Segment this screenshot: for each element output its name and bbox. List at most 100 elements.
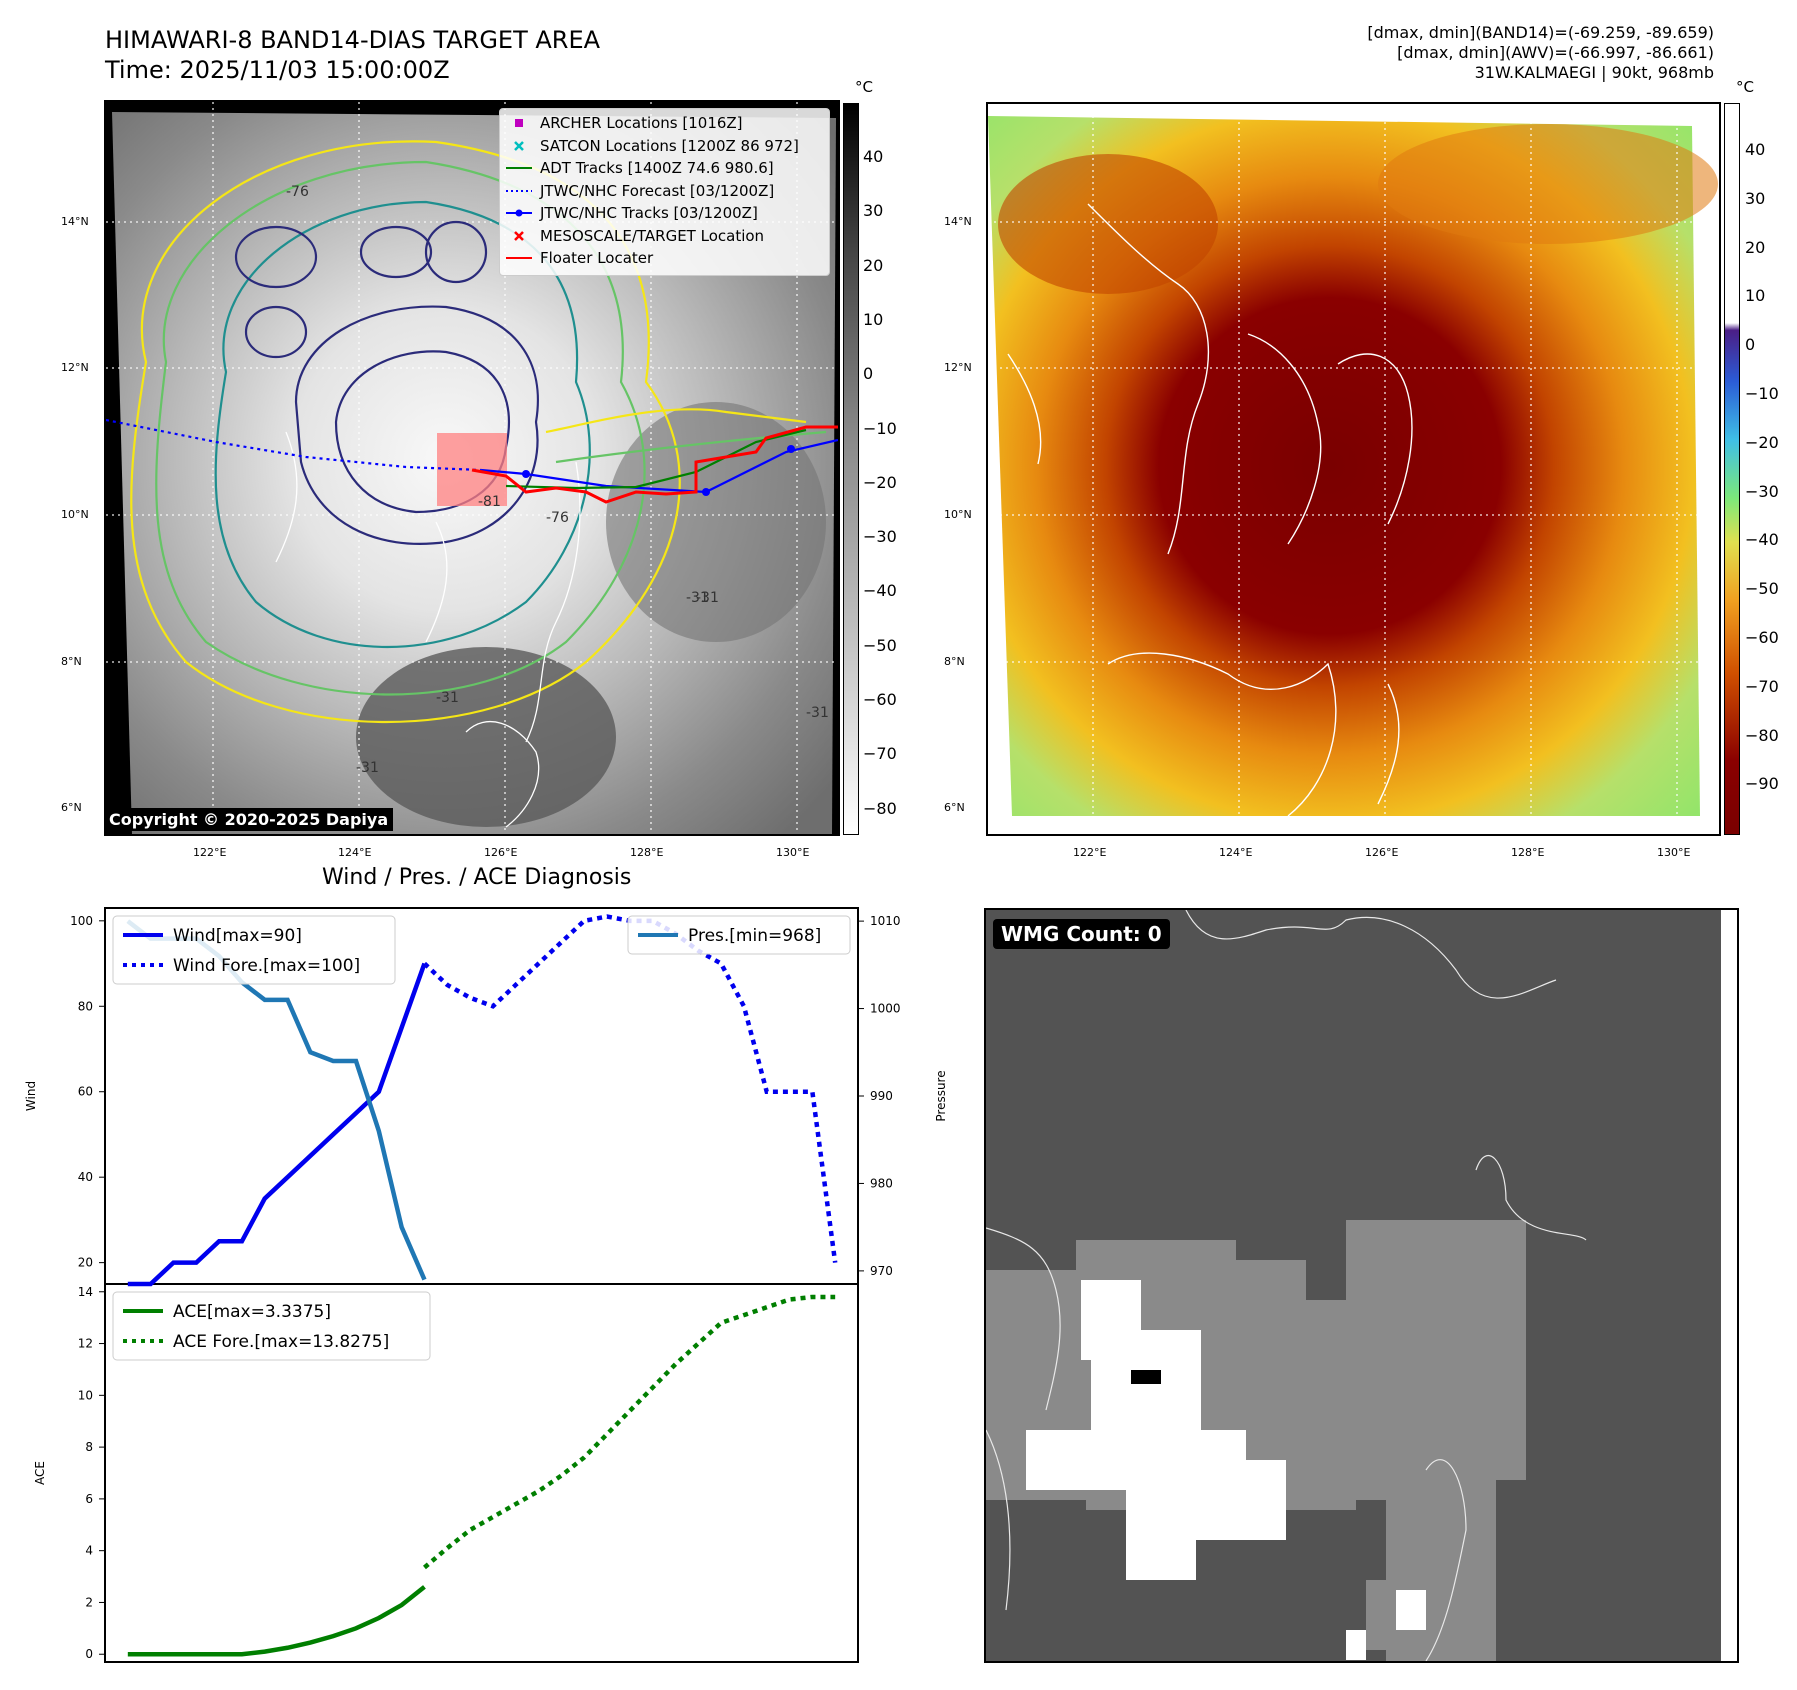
ace-legend-label: ACE Fore.[max=13.8275] [173,1332,389,1352]
lon-tick-right: 128°E [1511,846,1545,859]
awv-map-panel[interactable] [986,102,1721,836]
target-area-box [437,433,507,506]
lat-tick-left: 8°N [61,655,82,668]
awv-map-image [988,104,1719,834]
lat-tick-left: 14°N [61,215,89,228]
awv-colorbar-tick: 10 [1745,286,1766,306]
contour-label-31c: -31 [436,690,459,706]
contour-label-31b: -31 [696,590,719,606]
ir-colorbar-tick: −10 [863,418,897,438]
awv-colorbar-tick: 40 [1745,140,1766,159]
wind-legend-label: Wind[max=90] [173,926,302,946]
lon-tick-left: 126°E [484,846,518,859]
legend-item-jtwc-forecast: JTWC/NHC Forecast [03/1200Z] [506,181,775,200]
ace-legend-label: ACE[max=3.3375] [173,1302,331,1322]
ace-ytick-label: 14 [78,1285,93,1299]
ir-colorbar [843,103,859,835]
ace-forecast-series-line [422,1294,836,1570]
pressure-axis-label: Pressure [934,1070,948,1121]
pressure-ytick-label: 1000 [870,1002,901,1016]
lon-tick-right: 122°E [1073,846,1107,859]
contour-label-76b: -76 [286,184,309,200]
wind-legend-label: Wind Fore.[max=100] [173,956,360,976]
ir-colorbar-tick: −80 [863,798,897,818]
awv-colorbar-tick: 30 [1745,188,1766,208]
pressure-legend [627,915,851,955]
ace-ytick-label: 0 [85,1647,93,1661]
ir-colorbar-tick: −20 [863,472,897,492]
ir-colorbar-tick: 0 [863,364,874,384]
ace-ytick-label: 10 [78,1388,93,1402]
pressure-ytick-label: 980 [870,1176,893,1190]
ace-series-line [127,1585,426,1657]
awv-colorbar [1724,103,1740,835]
wind-series-line [127,962,427,1287]
awv-colorbar-tick: −90 [1745,774,1779,794]
lat-tick-right: 6°N [944,801,965,814]
storm-info-text: 31W.KALMAEGI | 90kt, 968mb [1474,63,1714,82]
lon-tick-left: 130°E [776,846,810,859]
awv-colorbar-tick: −40 [1745,530,1779,550]
contour-label-31e: -31 [806,705,829,721]
lat-tick-right: 14°N [944,215,972,228]
wind-ytick-label: 20 [78,1256,93,1270]
wind-ytick-label: 100 [70,914,93,928]
lat-tick-left: 6°N [61,801,82,814]
lat-tick-left: 10°N [61,508,89,521]
lon-tick-right: 124°E [1219,846,1253,859]
legend-item-adt: ADT Tracks [1400Z 74.6 980.6] [506,159,774,178]
legend-item-mesoscale: MESOSCALE/TARGET Location [506,225,823,248]
diagnosis-chart: 20 40 60 80 100 970 980 990 1000 1010 0 2 4 6 8 10 12 14 W… [24,907,948,1663]
awv-colorbar-tick: −60 [1745,628,1779,647]
ir-colorbar-unit: °C [855,78,873,96]
chart-title: HIMAWARI-8 BAND14-DIAS TARGET AREA [105,26,601,54]
pressure-ytick-label: 1010 [870,914,901,928]
ace-ytick-label: 2 [85,1595,93,1609]
lon-tick-left: 128°E [630,846,664,859]
ace-ytick-label: 8 [85,1440,93,1454]
lat-tick-right: 12°N [944,361,972,374]
lon-tick-right: 130°E [1657,846,1691,859]
contour-label-76: -76 [546,510,569,526]
ace-ytick-label: 6 [85,1492,93,1506]
pressure-ytick-label: 970 [870,1264,893,1278]
lat-tick-right: 8°N [944,655,965,668]
ir-colorbar-tick: 30 [863,201,884,221]
wind-ytick-label: 60 [78,1085,93,1099]
lon-tick-left: 124°E [338,846,372,859]
ir-legend: ARCHER Locations [1016Z] SATCON Location… [499,108,830,276]
band14-range-text: [dmax, dmin](BAND14)=(-69.259, -89.659) [1367,23,1714,42]
wind-ytick-label: 40 [78,1170,93,1184]
lon-tick-left: 122°E [193,846,227,859]
wmg-image [986,910,1737,1661]
wind-forecast-series-line [422,914,838,1263]
lon-tick-right: 126°E [1365,846,1399,859]
ace-ytick-label: 12 [78,1337,93,1351]
wind-axis-label: Wind [24,1081,38,1111]
awv-colorbar-tick: −50 [1745,579,1779,599]
contour-label-31: -31 [686,590,709,606]
ir-colorbar-tick: −70 [863,744,897,764]
ir-colorbar-tick: −60 [863,690,897,709]
ir-colorbar-tick: 20 [863,255,884,275]
pressure-legend-label: Pres.[min=968] [688,926,821,946]
awv-colorbar-tick: 20 [1745,237,1766,257]
wind-ytick-label: 80 [78,999,93,1013]
awv-colorbar-tick: −70 [1745,676,1779,696]
ir-colorbar-tick: −50 [863,635,897,655]
awv-colorbar-tick: 0 [1745,335,1756,355]
awv-colorbar-unit: °C [1736,78,1754,96]
awv-colorbar-tick: −10 [1745,384,1779,403]
wmg-panel[interactable] [984,908,1739,1663]
awv-colorbar-tick: −80 [1745,725,1779,745]
ace-legend [112,1291,431,1361]
wind-legend [112,915,396,985]
legend-item-satcon: SATCON Locations [1200Z 86 972] [506,135,823,158]
contour-label-31d: -31 [356,760,379,776]
ir-colorbar-tick: −30 [863,527,897,547]
contour-label-81: -81 [478,494,501,510]
legend-item-floater: Floater Locater [506,249,654,268]
awv-colorbar-tick: −20 [1745,432,1779,452]
ace-plot-frame [104,1283,859,1663]
awv-colorbar-tick: −30 [1745,481,1779,501]
